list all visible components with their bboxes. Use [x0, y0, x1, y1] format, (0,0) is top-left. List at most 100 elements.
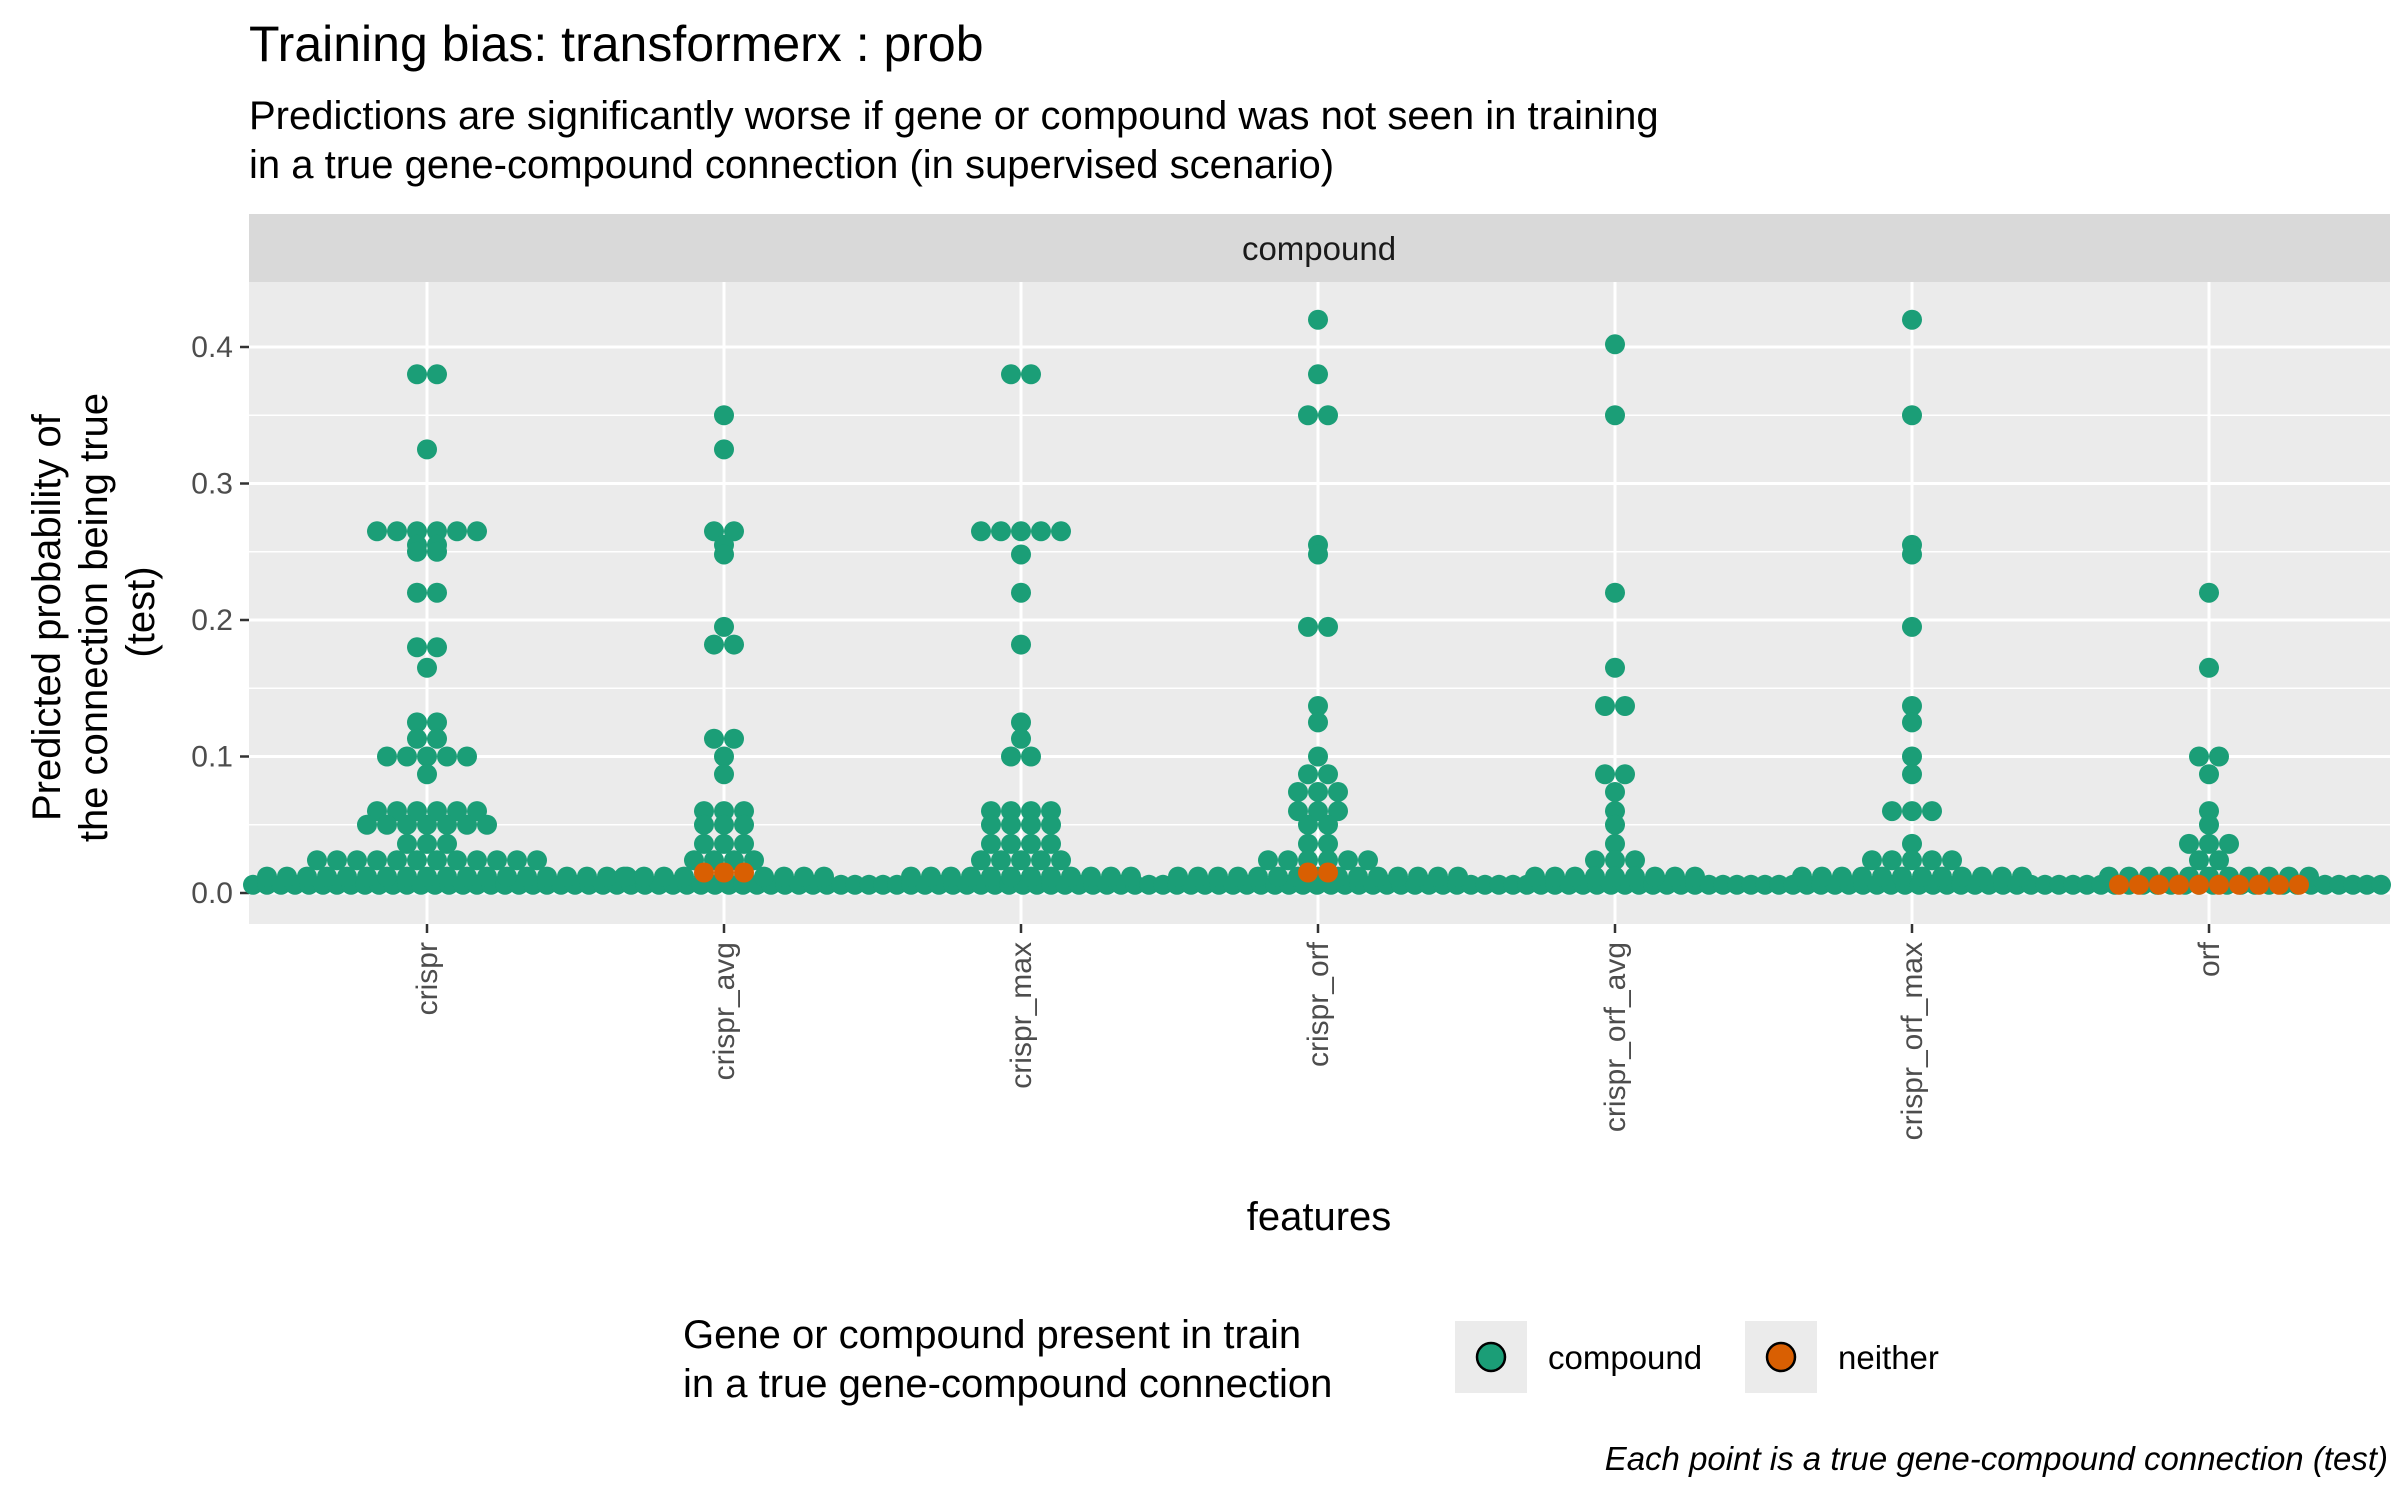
data-point-crispr_avg-neither: [714, 862, 734, 883]
data-point-crispr_orf_avg-compound: [1605, 866, 1625, 887]
data-point-crispr_orf-compound: [1298, 764, 1318, 785]
data-point-crispr_avg-neither: [734, 862, 754, 883]
data-point-crispr_orf-compound: [1228, 866, 1248, 887]
data-point-crispr_orf_max-compound: [1902, 695, 1922, 716]
chart-subtitle-line-2: in a true gene-compound connection (in s…: [249, 143, 1334, 187]
data-point-crispr-compound: [387, 850, 407, 871]
data-point-crispr_orf_max-compound: [1902, 712, 1922, 733]
data-point-crispr-compound: [357, 814, 377, 835]
x-tick-label-crispr_max: crispr_max: [1005, 942, 1038, 1089]
data-point-crispr-compound: [397, 814, 417, 835]
data-point-baseline: [859, 874, 879, 895]
data-point-crispr-compound: [427, 541, 447, 562]
data-point-orf-compound: [2209, 850, 2229, 871]
data-point-crispr-compound: [357, 866, 377, 887]
data-point-crispr-compound: [407, 712, 427, 733]
y-tick-label: 0.3: [191, 468, 233, 501]
data-point-crispr-compound: [527, 850, 547, 871]
data-point-crispr_orf_max-compound: [1922, 801, 1942, 822]
y-axis-title-line-3: (test): [119, 566, 163, 657]
data-point-baseline: [873, 874, 893, 895]
data-point-crispr_max-compound: [991, 521, 1011, 542]
data-point-crispr-compound: [407, 541, 427, 562]
data-point-crispr_max-compound: [901, 866, 921, 887]
data-point-crispr_orf_avg-compound: [1545, 866, 1565, 887]
data-point-baseline: [1503, 874, 1523, 895]
data-points: [243, 309, 2391, 895]
data-point-crispr-compound: [397, 746, 417, 767]
data-point-crispr_max-compound: [1021, 833, 1041, 854]
data-point-crispr_orf-compound: [1188, 866, 1208, 887]
data-point-crispr_orf_max-compound: [1972, 866, 1992, 887]
data-point-crispr_max-compound: [1001, 814, 1021, 835]
data-point-crispr_avg-compound: [634, 866, 654, 887]
data-point-crispr_max-compound: [1061, 866, 1081, 887]
data-point-crispr_avg-compound: [614, 866, 634, 887]
data-point-orf-neither: [2229, 874, 2249, 895]
data-point-crispr-compound: [457, 746, 477, 767]
data-point-crispr-compound: [447, 850, 467, 871]
data-point-crispr_orf-neither: [1298, 862, 1318, 883]
data-point-crispr-compound: [477, 814, 497, 835]
data-point-crispr_max-compound: [1001, 833, 1021, 854]
data-point-crispr_orf_max-compound: [1902, 405, 1922, 426]
data-point-crispr_orf-compound: [1208, 866, 1228, 887]
data-point-baseline: [2049, 874, 2069, 895]
data-point-crispr_orf-compound: [1258, 850, 1278, 871]
data-point-crispr_max-compound: [971, 850, 991, 871]
data-point-crispr_avg-compound: [714, 405, 734, 426]
data-point-crispr-compound: [387, 521, 407, 542]
data-point-crispr-compound: [477, 866, 497, 887]
data-point-baseline: [831, 874, 851, 895]
data-point-baseline: [2315, 874, 2335, 895]
data-point-crispr_avg-compound: [714, 746, 734, 767]
data-point-crispr_orf-compound: [1308, 746, 1328, 767]
legend: Gene or compound present in train in a t…: [683, 1313, 1939, 1406]
legend-title-line-1: Gene or compound present in train: [683, 1313, 1301, 1357]
data-point-crispr-compound: [437, 814, 457, 835]
data-point-crispr_orf-compound: [1348, 866, 1368, 887]
data-point-orf-compound: [2219, 833, 2239, 854]
data-point-baseline: [1741, 874, 1761, 895]
data-point-crispr_avg-compound: [654, 866, 674, 887]
y-tick-label: 0.2: [191, 604, 233, 637]
data-point-crispr-compound: [427, 850, 447, 871]
data-point-crispr_max-compound: [1051, 850, 1071, 871]
data-point-crispr_orf-compound: [1248, 866, 1268, 887]
x-tick-label-orf: orf: [2193, 941, 2226, 977]
data-point-crispr-compound: [437, 833, 457, 854]
data-point-crispr_max-compound: [921, 866, 941, 887]
data-point-crispr_orf_avg-compound: [1625, 866, 1645, 887]
data-point-crispr_orf_avg-compound: [1605, 850, 1625, 871]
data-point-crispr_max-compound: [1001, 364, 1021, 385]
data-point-crispr_max-compound: [1011, 634, 1031, 655]
data-point-crispr-compound: [517, 866, 537, 887]
data-point-crispr_orf_max-compound: [1902, 850, 1922, 871]
data-point-crispr-compound: [417, 833, 437, 854]
data-point-crispr_max-compound: [1011, 712, 1031, 733]
data-point-crispr-compound: [427, 712, 447, 733]
data-point-orf-compound: [2199, 582, 2219, 603]
legend-title-line-2: in a true gene-compound connection: [683, 1362, 1332, 1406]
data-point-crispr-compound: [447, 521, 467, 542]
data-point-crispr-compound: [537, 866, 557, 887]
data-point-crispr_orf-compound: [1428, 866, 1448, 887]
data-point-crispr-compound: [407, 582, 427, 603]
data-point-baseline: [1489, 874, 1509, 895]
data-point-crispr_avg-compound: [814, 866, 834, 887]
data-point-crispr-compound: [367, 521, 387, 542]
data-point-crispr_orf_max-compound: [1902, 764, 1922, 785]
data-point-crispr_max-compound: [1011, 582, 1031, 603]
data-point-crispr_orf_max-compound: [1912, 866, 1932, 887]
data-point-crispr_max-compound: [981, 833, 1001, 854]
data-point-crispr_orf_avg-compound: [1565, 866, 1585, 887]
data-point-crispr_avg-compound: [794, 866, 814, 887]
data-point-baseline: [1153, 874, 1173, 895]
data-point-orf-neither: [2109, 874, 2129, 895]
data-point-crispr_orf-compound: [1288, 781, 1308, 802]
data-point-crispr_orf_max-compound: [1902, 746, 1922, 767]
data-point-crispr_orf-compound: [1318, 814, 1338, 835]
data-point-crispr-compound: [487, 850, 507, 871]
data-point-crispr_max-compound: [1001, 866, 1021, 887]
